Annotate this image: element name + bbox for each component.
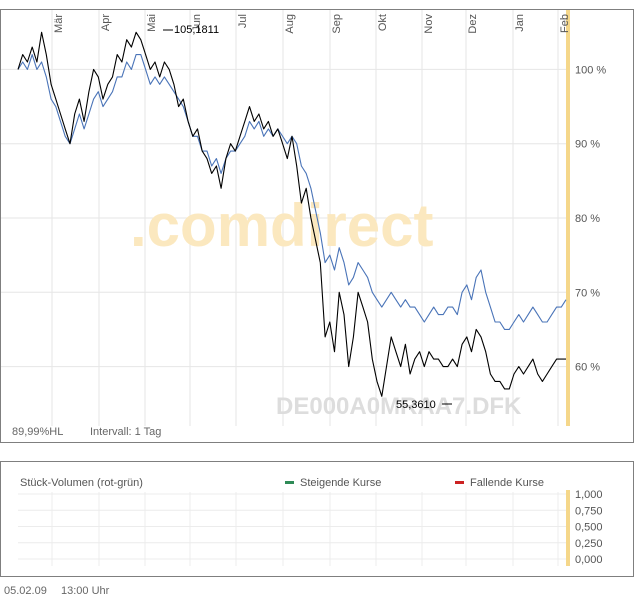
volume-y-axis-labels: 1,000 0,750 0,500 0,250 0,000	[575, 489, 603, 566]
footer-time: 13:00 Uhr	[61, 585, 110, 597]
month-tick-label: Mär	[53, 14, 65, 33]
legend-falling-swatch	[455, 481, 464, 484]
month-tick-label: Jun	[191, 14, 203, 32]
month-tick-label: Nov	[423, 14, 435, 34]
month-tick-label: Jul	[237, 14, 249, 28]
isin-watermark: DE000A0MRAA7.DFK	[276, 393, 522, 420]
volume-tick-label: 0,000	[575, 554, 603, 566]
x-axis-month-labels: Mär Apr Mai Jun Jul Aug Sep Okt Nov Dez Jan Feb	[53, 14, 571, 34]
legend-rising-label: Steigende Kurse	[300, 477, 381, 489]
low-value-label: 55,3610	[396, 399, 436, 411]
volume-grid	[18, 492, 566, 566]
comdirect-watermark: .comdirect	[130, 192, 433, 259]
month-tick-label: Aug	[284, 14, 296, 34]
chart-hl-info: 89,99%HL	[12, 426, 63, 438]
volume-title: Stück-Volumen (rot-grün)	[20, 477, 143, 489]
month-tick-label: Dez	[467, 14, 479, 34]
y-tick-label: 100 %	[575, 64, 606, 76]
current-period-highlight	[566, 10, 570, 426]
month-tick-label: Apr	[100, 14, 112, 31]
y-axis-labels: 100 % 90 % 80 % 70 % 60 %	[575, 64, 606, 373]
volume-tick-label: 0,500	[575, 522, 603, 534]
chart-interval-info: Intervall: 1 Tag	[90, 426, 161, 438]
y-tick-label: 60 %	[575, 362, 600, 374]
main-grid	[1, 10, 566, 426]
month-tick-label: Mai	[146, 14, 158, 32]
month-tick-label: Jan	[514, 14, 526, 32]
volume-tick-label: 0,750	[575, 505, 603, 517]
main-chart-frame	[0, 9, 634, 443]
volume-highlight	[566, 490, 570, 566]
month-tick-label: Okt	[377, 14, 389, 31]
high-value-label: 105,1811	[174, 24, 219, 36]
series-layer	[17, 31, 567, 397]
legend-falling-label: Fallende Kurse	[470, 477, 544, 489]
footer-date: 05.02.09	[4, 585, 47, 597]
series-line-primary	[17, 31, 566, 397]
volume-tick-label: 0,250	[575, 538, 603, 550]
legend-rising-swatch	[285, 481, 294, 484]
y-tick-label: 80 %	[575, 213, 600, 225]
y-tick-label: 90 %	[575, 139, 600, 151]
volume-tick-label: 1,000	[575, 489, 603, 501]
y-tick-label: 70 %	[575, 287, 600, 299]
month-tick-label: Sep	[331, 14, 343, 34]
month-tick-label: Feb	[559, 14, 571, 33]
